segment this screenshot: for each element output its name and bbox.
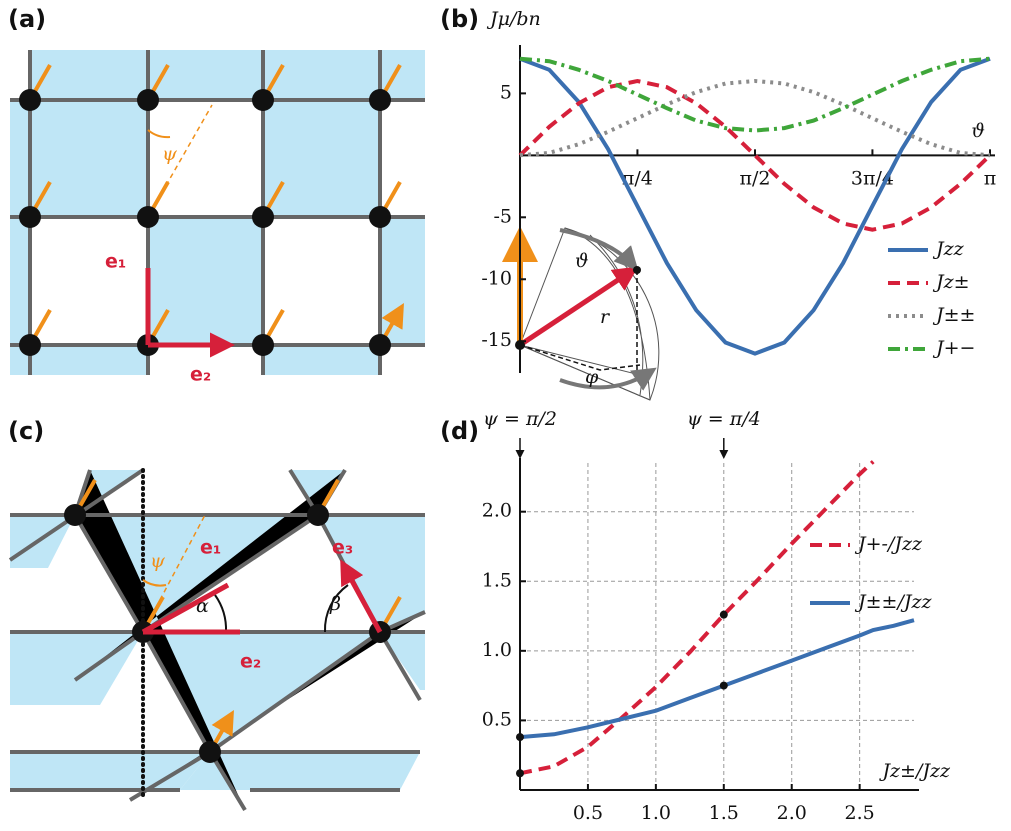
inset-label: ϑ bbox=[575, 250, 589, 272]
y-axis-label: Jμ/bn bbox=[486, 8, 541, 30]
angle-label: α bbox=[196, 595, 209, 617]
y-tick-label: -15 bbox=[481, 329, 512, 351]
legend-label: J+− bbox=[932, 337, 975, 359]
y-tick-label: -5 bbox=[493, 205, 512, 227]
vector-label: e₁ bbox=[105, 251, 126, 273]
annotation: ψ = π/2 bbox=[483, 408, 557, 430]
vector-label: e₁ bbox=[200, 537, 221, 559]
legend-label: Jzz bbox=[932, 238, 965, 260]
lattice-c bbox=[10, 470, 425, 810]
point-marker bbox=[516, 733, 524, 741]
y-tick-label: 1.5 bbox=[482, 569, 512, 591]
x-tick-label: 2.0 bbox=[777, 802, 807, 824]
figure: (a) ψ e₁ e₂ (b) ϑ r φ (c) ψ e₁ e₂ e₃ α β… bbox=[0, 0, 1011, 827]
y-tick-label: -10 bbox=[481, 267, 512, 289]
legend-label: Jz± bbox=[932, 271, 970, 293]
panel-label: (b) bbox=[440, 5, 479, 33]
y-tick-label: 2.0 bbox=[482, 500, 512, 522]
legend-label: J+-/Jzz bbox=[854, 533, 923, 555]
y-tick-label: 5 bbox=[500, 81, 512, 103]
vector-label: e₂ bbox=[240, 651, 261, 673]
angle-label: ψ bbox=[162, 143, 178, 165]
vector-label: e₃ bbox=[332, 537, 353, 559]
y-tick-label: 1.0 bbox=[482, 639, 512, 661]
point-marker bbox=[720, 611, 728, 619]
x-axis-label: ϑ bbox=[971, 120, 985, 142]
x-tick-label: π/2 bbox=[740, 167, 771, 189]
inset-label: φ bbox=[585, 366, 599, 388]
x-tick-label: 0.5 bbox=[573, 802, 603, 824]
vector-label: e₂ bbox=[190, 364, 211, 386]
series-line bbox=[520, 620, 914, 737]
x-tick-label: 2.5 bbox=[845, 802, 875, 824]
y-tick-label: 0.5 bbox=[482, 708, 512, 730]
angle-label: β bbox=[329, 593, 341, 615]
point-marker bbox=[720, 682, 728, 690]
angle-label: ψ bbox=[150, 550, 166, 572]
x-tick-label: 1.5 bbox=[709, 802, 739, 824]
x-tick-label: 1.0 bbox=[641, 802, 671, 824]
x-axis-label: Jz±/Jzz bbox=[878, 760, 951, 782]
panel-label: (a) bbox=[8, 5, 46, 33]
legend-label: J±± bbox=[932, 304, 975, 326]
series-line bbox=[520, 462, 873, 774]
point-marker bbox=[516, 769, 524, 777]
annotation: ψ = π/4 bbox=[687, 408, 761, 430]
lattice-a bbox=[10, 50, 425, 375]
panel-label: (d) bbox=[440, 417, 479, 445]
panel-label: (c) bbox=[8, 417, 44, 445]
x-tick-label: π bbox=[984, 167, 997, 189]
legend-label: J±±/Jzz bbox=[854, 591, 932, 613]
